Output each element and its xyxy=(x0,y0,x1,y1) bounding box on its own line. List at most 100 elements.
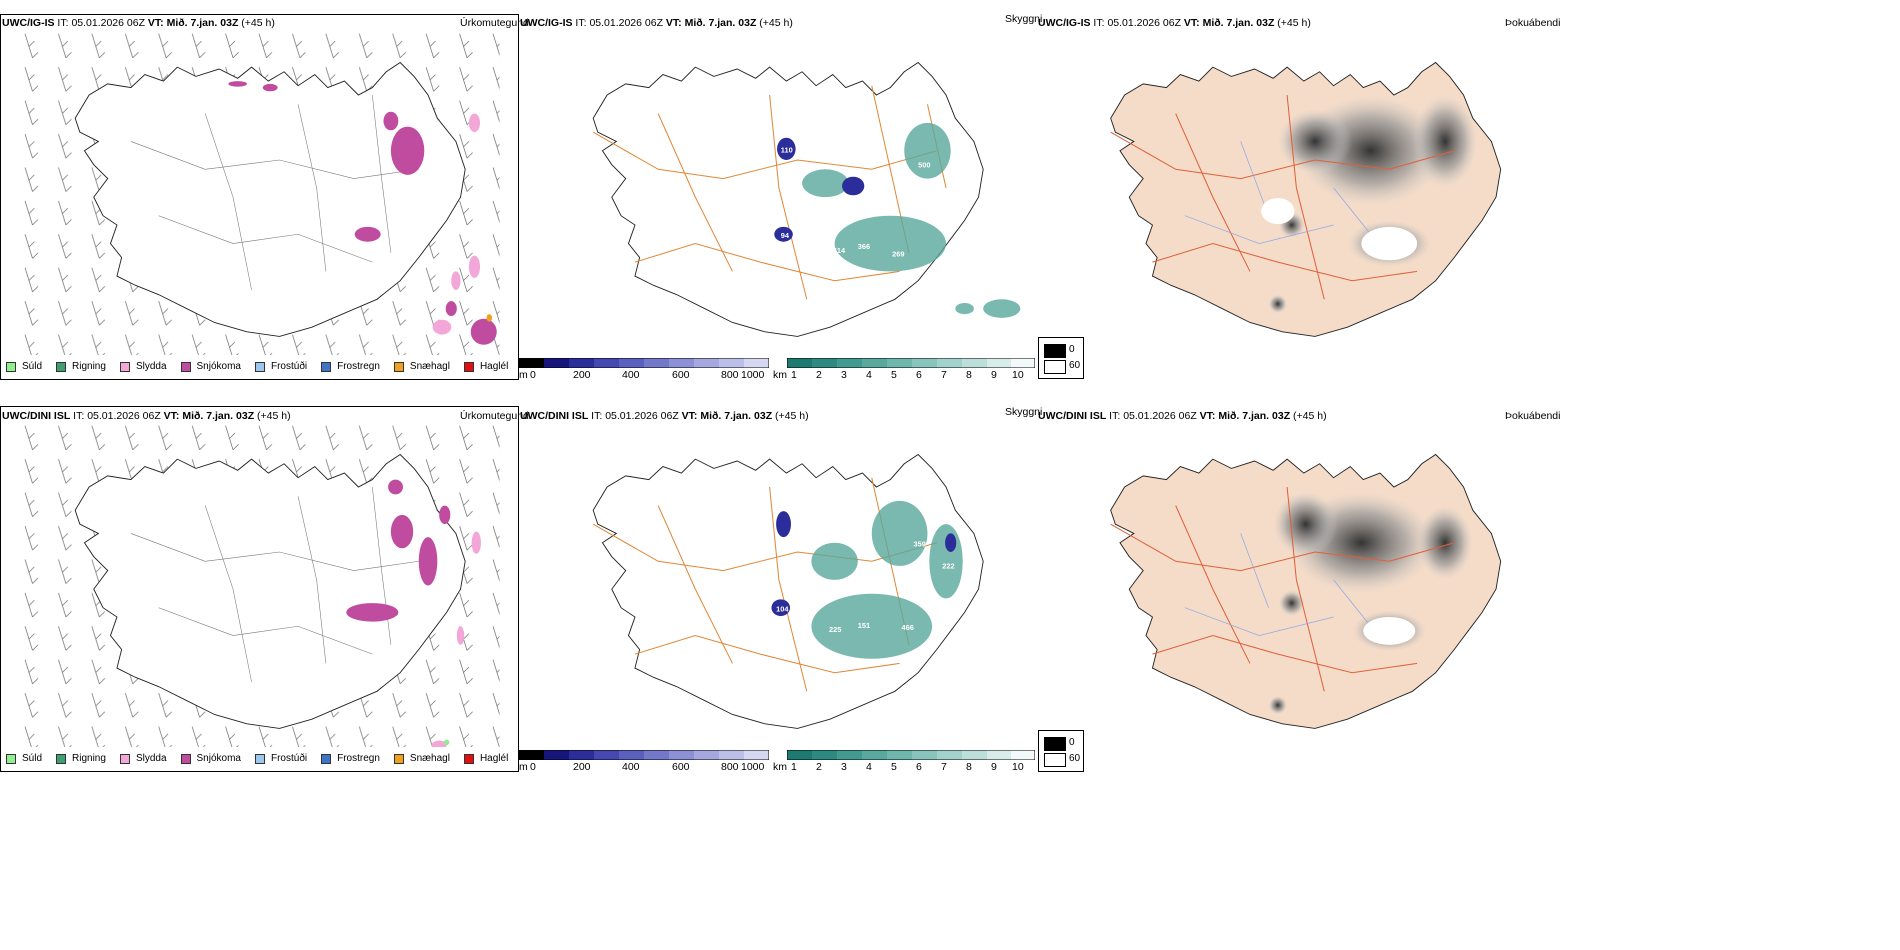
fog-map-bottom xyxy=(1110,454,1502,729)
fog-legend-top: 0 60 xyxy=(1038,337,1084,379)
cloudbase-colorbar-bottom xyxy=(519,750,769,760)
legend-swatch xyxy=(254,361,265,372)
scale-tick: 800 xyxy=(721,369,739,381)
fog-map-top xyxy=(1110,62,1502,337)
scale-tick: 0 xyxy=(530,369,536,381)
scale-tick: 200 xyxy=(573,369,591,381)
legend-item: Súld xyxy=(6,361,42,372)
precip-type-panel-bottom xyxy=(0,406,519,772)
scale-unit: km xyxy=(773,369,787,381)
fog-label: 0 xyxy=(1069,737,1075,748)
scale-tick: 3 xyxy=(841,761,847,773)
legend-swatch xyxy=(463,753,474,764)
scale-tick: 5 xyxy=(891,369,897,381)
scale-tick: 7 xyxy=(941,761,947,773)
legend-swatch xyxy=(56,361,67,372)
scale-tick: 6 xyxy=(916,761,922,773)
visibility-colorbar-top xyxy=(787,358,1035,368)
fog-swatch xyxy=(1044,344,1066,358)
scale-tick: 4 xyxy=(866,369,872,381)
legend-swatch xyxy=(393,361,404,372)
legend-swatch xyxy=(321,361,332,372)
legend-item: Snjókoma xyxy=(180,361,241,372)
scale-unit: m xyxy=(519,369,528,381)
visibility-scale-top: km 1 2 3 4 5 6 7 8 9 10 xyxy=(773,369,1037,383)
legend-swatch xyxy=(56,753,67,764)
scale-tick: 600 xyxy=(672,369,690,381)
legend-swatch xyxy=(6,753,16,764)
title-visibility-top: UWC/IG-IS IT: 05.01.2026 06Z VT: Mið. 7.… xyxy=(520,17,793,29)
scale-tick: 10 xyxy=(1012,369,1024,381)
cloud-label: 151 xyxy=(858,621,870,630)
cloud-label: 94 xyxy=(781,231,790,240)
scale-tick: 1000 xyxy=(741,761,765,773)
legend-item: Frostúði xyxy=(254,753,307,764)
precip-map-top xyxy=(19,30,500,355)
legend-swatch xyxy=(119,361,130,372)
legend-item: Súld xyxy=(6,753,42,764)
scale-tick: 400 xyxy=(622,761,640,773)
scale-tick: 0 xyxy=(530,761,536,773)
visibility-scale-bottom: km 1 2 3 4 5 6 7 8 9 10 xyxy=(773,761,1037,775)
scale-tick: 9 xyxy=(991,761,997,773)
cloud-label: 426 xyxy=(926,186,938,195)
cloud-label: 110 xyxy=(781,146,793,155)
legend-item: Rigning xyxy=(56,361,106,372)
cloud-label: 414 xyxy=(833,246,846,255)
precip-map-bottom xyxy=(19,422,500,747)
scale-tick: 200 xyxy=(573,761,591,773)
legend-swatch xyxy=(393,753,404,764)
fog-label: 60 xyxy=(1069,753,1081,764)
visibility-map-top: 94 110 500 426 366 414 269 xyxy=(592,62,1021,337)
panel-name-precip-top: Úrkomutegund xyxy=(460,17,529,29)
fog-legend-bottom: 0 60 xyxy=(1038,730,1084,772)
cloud-label: 359 xyxy=(914,539,926,548)
legend-item: Snjókoma xyxy=(180,753,241,764)
scale-tick: 5 xyxy=(891,761,897,773)
precip-legend-top: Súld Rigning Slydda Snjókoma Frostúði Fr… xyxy=(6,361,522,372)
scale-tick: 800 xyxy=(721,761,739,773)
legend-swatch xyxy=(6,361,16,372)
scale-tick: 9 xyxy=(991,369,997,381)
scale-tick: 400 xyxy=(622,369,640,381)
panel-name-visibility-top: Skyggni xyxy=(1005,13,1043,25)
fog-label: 0 xyxy=(1069,344,1075,355)
panel-name-precip-bottom: Úrkomutegund xyxy=(460,410,529,422)
panel-name-fog-top: Þokuábendi xyxy=(1505,17,1561,29)
scale-tick: 3 xyxy=(841,369,847,381)
legend-swatch xyxy=(463,361,474,372)
cloud-label: 500 xyxy=(918,160,930,169)
visibility-colorbar-bottom xyxy=(787,750,1035,760)
legend-swatch xyxy=(180,361,191,372)
legend-swatch xyxy=(254,753,265,764)
cloud-label: 269 xyxy=(892,250,904,259)
legend-item: Slydda xyxy=(119,753,167,764)
cloud-label: 466 xyxy=(901,623,913,632)
scale-tick: 4 xyxy=(866,761,872,773)
cloud-label: 225 xyxy=(829,625,841,634)
scale-tick: 10 xyxy=(1012,761,1024,773)
fog-label: 60 xyxy=(1069,360,1081,371)
cloudbase-scale-bottom: m 0 200 400 600 800 1000 xyxy=(519,761,771,775)
title-precip-top: UWC/IG-IS IT: 05.01.2026 06Z VT: Mið. 7.… xyxy=(2,17,275,29)
title-fog-top: UWC/IG-IS IT: 05.01.2026 06Z VT: Mið. 7.… xyxy=(1038,17,1311,29)
scale-tick: 1000 xyxy=(741,369,765,381)
legend-swatch xyxy=(180,753,191,764)
cloudbase-scale-top: m 0 200 400 600 800 1000 xyxy=(519,369,771,383)
scale-tick: 2 xyxy=(816,369,822,381)
scale-tick: 600 xyxy=(672,761,690,773)
legend-item: Haglél xyxy=(463,753,508,764)
panel-name-visibility-bottom: Skyggni xyxy=(1005,406,1043,418)
cloud-label: 104 xyxy=(776,604,789,613)
legend-item: Frostregn xyxy=(321,753,380,764)
legend-swatch xyxy=(119,753,130,764)
legend-item: Rigning xyxy=(56,753,106,764)
scale-tick: 1 xyxy=(791,369,797,381)
legend-item: Haglél xyxy=(463,361,508,372)
legend-item: Frostúði xyxy=(254,361,307,372)
scale-tick: 8 xyxy=(966,761,972,773)
legend-item: Snæhagl xyxy=(393,361,450,372)
scale-tick: 8 xyxy=(966,369,972,381)
title-visibility-bottom: UWC/DINI ISL IT: 05.01.2026 06Z VT: Mið.… xyxy=(520,410,809,422)
visibility-map-bottom: 104 359 225 151 466 222 xyxy=(592,454,984,729)
